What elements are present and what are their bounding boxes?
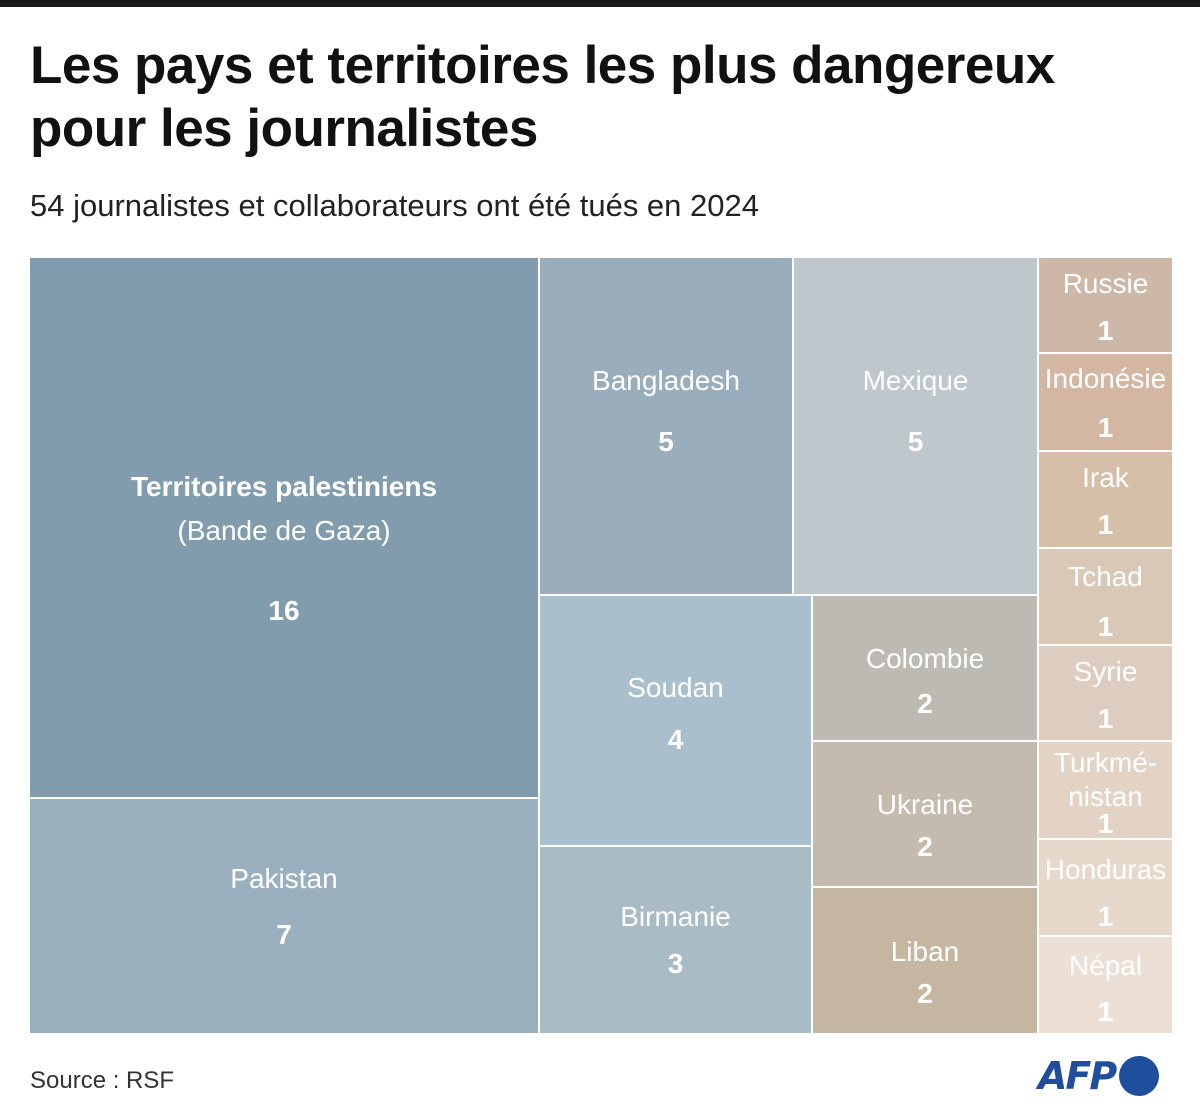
tile-value: 5 <box>908 426 924 457</box>
afp-logo-text: AFP <box>1038 1054 1117 1098</box>
tile-value: 1 <box>1098 611 1114 642</box>
tile-label: Russie <box>1063 268 1149 299</box>
tile-label: nistan <box>1068 781 1143 812</box>
treemap-tile-n-pal: Népal 1 <box>1039 937 1172 1033</box>
tile-rect <box>813 596 1037 740</box>
tile-rect <box>1039 646 1172 740</box>
tile-label: Territoires palestiniens <box>131 471 437 502</box>
tile-value: 3 <box>668 948 684 979</box>
treemap-tile-birmanie: Birmanie 3 <box>540 847 811 1033</box>
tile-rect <box>813 888 1037 1033</box>
tile-label: Bangladesh <box>592 365 740 396</box>
tile-label: Tchad <box>1068 561 1143 592</box>
treemap-tile-bangladesh: Bangladesh 5 <box>540 258 792 594</box>
treemap-tile-russie: Russie 1 <box>1039 258 1172 352</box>
tile-rect <box>1039 258 1172 352</box>
tile-label: Turkmé- <box>1054 747 1157 778</box>
tile-value: 16 <box>268 595 299 626</box>
tile-value: 1 <box>1098 412 1114 443</box>
tile-value: 1 <box>1098 808 1114 839</box>
treemap-tile-pakistan: Pakistan 7 <box>30 799 538 1033</box>
chart-title: Les pays et territoires les plus dangere… <box>30 36 1055 158</box>
tile-rect <box>794 258 1037 594</box>
treemap-tile-soudan: Soudan 4 <box>540 596 811 845</box>
treemap-tile-liban: Liban 2 <box>813 888 1037 1033</box>
tile-rect <box>1039 840 1172 935</box>
treemap-tile-colombie: Colombie 2 <box>813 596 1037 740</box>
tile-label: Pakistan <box>230 863 337 894</box>
treemap-tile-indon-sie: Indonésie 1 <box>1039 354 1172 450</box>
treemap-tile-ukraine: Ukraine 2 <box>813 742 1037 886</box>
source-note: Source : RSF <box>30 1067 175 1094</box>
tile-rect <box>1039 937 1172 1033</box>
tile-value: 1 <box>1098 901 1114 932</box>
tile-value: 1 <box>1098 509 1114 540</box>
tile-label: Indonésie <box>1045 363 1166 394</box>
treemap-tile-tchad: Tchad 1 <box>1039 549 1172 644</box>
tile-value: 1 <box>1098 315 1114 346</box>
tile-rect <box>1039 549 1172 644</box>
tile-rect <box>540 596 811 845</box>
treemap-tile-mexique: Mexique 5 <box>794 258 1037 594</box>
tile-rect <box>30 258 538 797</box>
tile-value: 1 <box>1098 703 1114 734</box>
tile-value: 5 <box>658 426 674 457</box>
tile-value: 1 <box>1098 996 1114 1027</box>
tile-value: 4 <box>668 724 684 755</box>
tile-rect <box>1039 742 1172 838</box>
tile-value: 2 <box>917 978 933 1009</box>
tile-rect <box>30 799 538 1033</box>
treemap-tile-territoires-palestiniens: Territoires palestiniens (Bande de Gaza) 1… <box>30 258 538 797</box>
treemap-tile-honduras: Honduras 1 <box>1039 840 1172 935</box>
tile-label: Honduras <box>1045 854 1166 885</box>
tile-label: Népal <box>1069 950 1142 981</box>
tile-value: 7 <box>276 919 292 950</box>
afp-logo-dot-icon <box>1119 1056 1160 1096</box>
tile-label: Mexique <box>863 365 969 396</box>
afp-logo: AFP <box>1038 1052 1178 1100</box>
treemap-tile-irak: Irak 1 <box>1039 452 1172 547</box>
tile-rect <box>1039 452 1172 547</box>
chart-subtitle: 54 journalistes et collaborateurs ont ét… <box>30 188 759 223</box>
tile-sublabel: (Bande de Gaza) <box>177 515 390 546</box>
tile-label: Ukraine <box>877 789 973 820</box>
treemap-tile-syrie: Syrie 1 <box>1039 646 1172 740</box>
tile-rect <box>813 742 1037 886</box>
tile-label: Liban <box>891 936 960 967</box>
top-rule <box>0 0 1200 7</box>
tile-label: Syrie <box>1074 656 1138 687</box>
tile-label: Birmanie <box>620 901 730 932</box>
tile-label: Colombie <box>866 643 984 674</box>
tile-rect <box>540 258 792 594</box>
tile-rect <box>540 847 811 1033</box>
tile-label: Irak <box>1082 462 1130 493</box>
tile-value: 2 <box>917 688 933 719</box>
tile-value: 2 <box>917 831 933 862</box>
tile-rect <box>1039 354 1172 450</box>
tile-label: Soudan <box>627 672 724 703</box>
